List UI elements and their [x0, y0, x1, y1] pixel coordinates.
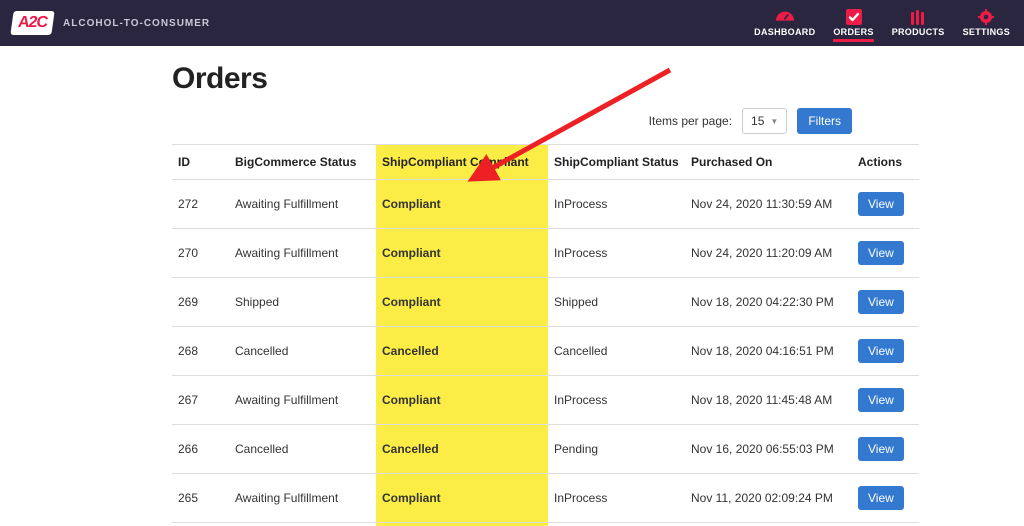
cell: Cancelled	[229, 327, 376, 376]
col-header: Purchased On	[685, 145, 852, 180]
cell-actions: View	[852, 278, 919, 327]
table-row: 267Awaiting FulfillmentCompliantInProces…	[172, 376, 919, 425]
cell: Nov 11, 2020 02:09:24 PM	[685, 474, 852, 523]
cell: Compliant	[376, 180, 548, 229]
app-header: A2C ALCOHOL-TO-CONSUMER DASHBOARD ORDERS P…	[0, 0, 1024, 46]
table-row: 268CancelledCancelledCancelledNov 18, 20…	[172, 327, 919, 376]
table-body: 272Awaiting FulfillmentCompliantInProces…	[172, 180, 919, 526]
cell: 265	[172, 474, 229, 523]
cell: Nov 18, 2020 04:16:51 PM	[685, 327, 852, 376]
brand-subtitle: ALCOHOL-TO-CONSUMER	[63, 18, 210, 29]
table-header-row: IDBigCommerce StatusShipCompliant Compli…	[172, 145, 919, 180]
chevron-down-icon: ▼	[770, 117, 778, 126]
cell: Nov 18, 2020 11:45:48 AM	[685, 376, 852, 425]
nav-label: DASHBOARD	[754, 27, 815, 37]
gear-icon	[978, 9, 994, 25]
cell: Cancelled	[376, 327, 548, 376]
main-nav: DASHBOARD ORDERS PRODUCTS SETTINGS	[754, 9, 1010, 37]
cell: Cancelled	[229, 425, 376, 474]
cell: Shipped	[229, 278, 376, 327]
table-row: 270Awaiting FulfillmentCompliantInProces…	[172, 229, 919, 278]
filters-button[interactable]: Filters	[797, 108, 852, 134]
view-button[interactable]: View	[858, 241, 904, 265]
col-header: ShipCompliant Compliant	[376, 145, 548, 180]
cell: InProcess	[548, 229, 685, 278]
cell: Cancelled	[376, 425, 548, 474]
cell: 269	[172, 278, 229, 327]
view-button[interactable]: View	[858, 339, 904, 363]
cell: Pending	[548, 425, 685, 474]
per-page-value: 15	[751, 114, 764, 128]
cell: Awaiting Fulfillment	[229, 523, 376, 526]
cell-actions: View	[852, 474, 919, 523]
col-header: ShipCompliant Status	[548, 145, 685, 180]
view-button[interactable]: View	[858, 290, 904, 314]
view-button[interactable]: View	[858, 486, 904, 510]
nav-label: PRODUCTS	[892, 27, 945, 37]
table-row: 264Awaiting FulfillmentCompliantInProces…	[172, 523, 919, 526]
table-row: 265Awaiting FulfillmentCompliantInProces…	[172, 474, 919, 523]
nav-products[interactable]: PRODUCTS	[892, 9, 945, 37]
view-button[interactable]: View	[858, 388, 904, 412]
cell: Compliant	[376, 229, 548, 278]
view-button[interactable]: View	[858, 192, 904, 216]
cell: Compliant	[376, 278, 548, 327]
nav-label: ORDERS	[833, 27, 873, 37]
cell: InProcess	[548, 180, 685, 229]
bottles-icon	[909, 9, 927, 25]
cell-actions: View	[852, 327, 919, 376]
cell: 266	[172, 425, 229, 474]
speedometer-icon	[776, 9, 794, 25]
cell-actions: View	[852, 180, 919, 229]
col-header: BigCommerce Status	[229, 145, 376, 180]
cell: 268	[172, 327, 229, 376]
cell: Nov 24, 2020 11:20:09 AM	[685, 229, 852, 278]
cell: Nov 18, 2020 04:22:30 PM	[685, 278, 852, 327]
page-title: Orders	[172, 62, 852, 96]
view-button[interactable]: View	[858, 437, 904, 461]
cell-actions: View	[852, 425, 919, 474]
orders-toolbar: Items per page: 15 ▼ Filters	[172, 108, 852, 134]
cell: InProcess	[548, 523, 685, 526]
cell: Nov 16, 2020 06:55:03 PM	[685, 425, 852, 474]
cell: Awaiting Fulfillment	[229, 376, 376, 425]
table-row: 269ShippedCompliantShippedNov 18, 2020 0…	[172, 278, 919, 327]
cell: Compliant	[376, 474, 548, 523]
page-container: Orders Items per page: 15 ▼ Filters IDBi…	[172, 46, 852, 526]
check-order-icon	[846, 9, 862, 25]
cell: Nov 24, 2020 11:30:59 AM	[685, 180, 852, 229]
table-row: 272Awaiting FulfillmentCompliantInProces…	[172, 180, 919, 229]
cell-actions: View	[852, 523, 919, 526]
cell: Compliant	[376, 523, 548, 526]
nav-orders[interactable]: ORDERS	[833, 9, 873, 37]
cell: InProcess	[548, 376, 685, 425]
col-header: Actions	[852, 145, 919, 180]
cell: Nov 11, 2020 02:08:23 PM	[685, 523, 852, 526]
per-page-label: Items per page:	[649, 114, 732, 128]
cell: 267	[172, 376, 229, 425]
table-row: 266CancelledCancelledPendingNov 16, 2020…	[172, 425, 919, 474]
nav-settings[interactable]: SETTINGS	[963, 9, 1010, 37]
per-page-select[interactable]: 15 ▼	[742, 108, 787, 134]
cell-actions: View	[852, 229, 919, 278]
cell-actions: View	[852, 376, 919, 425]
nav-label: SETTINGS	[963, 27, 1010, 37]
cell: Cancelled	[548, 327, 685, 376]
cell: Shipped	[548, 278, 685, 327]
brand-logo: A2C	[10, 11, 54, 35]
orders-table: IDBigCommerce StatusShipCompliant Compli…	[172, 144, 919, 526]
cell: 264	[172, 523, 229, 526]
cell: 272	[172, 180, 229, 229]
nav-dashboard[interactable]: DASHBOARD	[754, 9, 815, 37]
cell: Awaiting Fulfillment	[229, 474, 376, 523]
col-header: ID	[172, 145, 229, 180]
cell: InProcess	[548, 474, 685, 523]
cell: Awaiting Fulfillment	[229, 229, 376, 278]
cell: 270	[172, 229, 229, 278]
cell: Compliant	[376, 376, 548, 425]
cell: Awaiting Fulfillment	[229, 180, 376, 229]
